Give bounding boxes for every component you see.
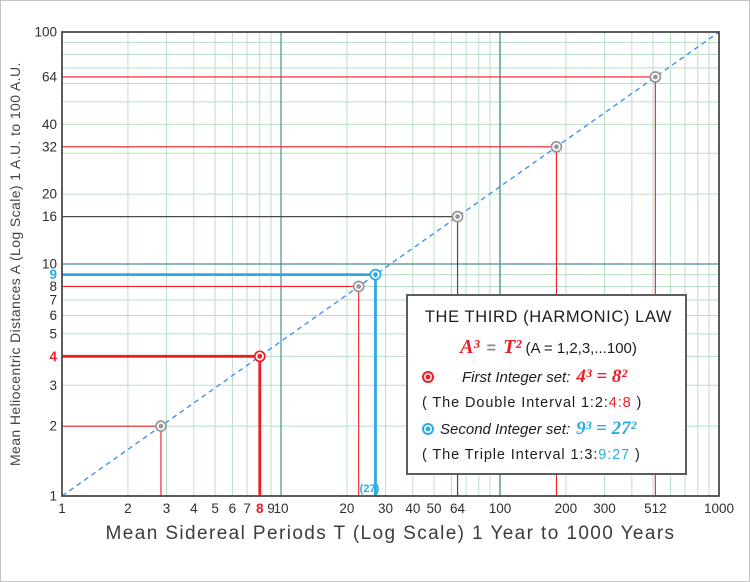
y-tick-label: 100	[34, 25, 57, 40]
x-tick-label: 5	[211, 501, 219, 516]
y-tick-label: 40	[42, 117, 57, 132]
y-tick-label: 32	[42, 139, 57, 154]
y-tick-label: 4	[49, 349, 57, 364]
data-point-A2	[155, 420, 167, 433]
first-set-label: First Integer set:	[462, 368, 571, 386]
y-tick-label: 7	[49, 292, 57, 307]
double-interval-row: ( The Double Interval 1:2:4:8 )	[422, 395, 675, 411]
x-tick-label: 3	[163, 501, 171, 516]
x-tick-label: 40	[405, 501, 420, 516]
second-set-equation: 9³ = 27²	[576, 418, 637, 439]
x-tick-label: 4	[190, 501, 198, 516]
y-tick-label: 2	[49, 419, 57, 434]
y-tick-label: 9	[49, 267, 57, 282]
double-interval-suffix: )	[631, 395, 643, 411]
plot-border	[61, 31, 720, 497]
data-point-A16	[451, 210, 464, 223]
y-tick-label: 5	[49, 326, 57, 341]
y-tick-label: 20	[42, 187, 57, 202]
x-tick-label: 30	[378, 501, 393, 516]
triple-interval-row: ( The Triple Interval 1:3:9:27 )	[422, 447, 675, 463]
y-tick-label: 6	[49, 308, 57, 323]
point-guide-lines	[62, 76, 656, 496]
x-tick-label: 1	[58, 501, 66, 516]
legend-title: THE THIRD (HARMONIC) LAW	[424, 308, 673, 326]
law-equals-sign: =	[486, 340, 496, 357]
double-interval-prefix: ( The Double Interval 1:2:	[422, 395, 609, 411]
cyan-bullseye-icon	[422, 423, 434, 435]
point-annotation: (27)	[360, 483, 380, 495]
second-set-label: Second Integer set:	[440, 420, 571, 438]
x-tick-label: 8	[256, 501, 264, 516]
law-lhs: A³	[460, 336, 480, 358]
x-tick-label: 10	[273, 501, 288, 516]
data-point-A9	[369, 268, 382, 281]
x-tick-label: 50	[427, 501, 442, 516]
triple-interval-suffix: )	[630, 447, 641, 463]
x-tick-label: 100	[489, 501, 512, 516]
first-set-equation: 4³ = 8²	[576, 366, 628, 387]
y-tick-label: 1	[49, 489, 57, 504]
x-tick-label: 1000	[704, 501, 734, 516]
x-tick-label: 9	[267, 501, 275, 516]
y-tick-label: 16	[42, 209, 57, 224]
law-domain: (A = 1,2,3,...100)	[525, 340, 637, 357]
x-tick-label: 512	[644, 501, 667, 516]
legend-box: THE THIRD (HARMONIC) LAW A³ = T² (A = 1,…	[406, 294, 687, 475]
y-tick-label: 10	[42, 257, 57, 272]
triple-interval-highlight: 9:27	[598, 447, 631, 463]
x-tick-label: 300	[593, 501, 616, 516]
double-interval-highlight: 4:8	[608, 395, 632, 411]
harmonic-law-diagonal-line	[61, 31, 720, 497]
data-point-A8	[352, 280, 365, 293]
data-point-A32	[550, 140, 563, 153]
law-rhs: T²	[503, 336, 522, 358]
law-equation-row: A³ = T² (A = 1,2,3,...100)	[422, 336, 675, 359]
x-tick-label: 6	[229, 501, 237, 516]
x-tick-label: 20	[339, 501, 354, 516]
red-bullseye-icon	[422, 371, 434, 383]
x-tick-label: 2	[124, 501, 132, 516]
y-tick-label: 64	[42, 69, 58, 84]
y-tick-label: 3	[49, 378, 57, 393]
first-integer-set-row: First Integer set: 4³ = 8²	[422, 366, 675, 388]
data-point-A4	[253, 350, 266, 363]
second-integer-set-row: Second Integer set: 9³ = 27²	[422, 418, 675, 440]
y-axis-title: Mean Heliocentric Distances A (Log Scale…	[7, 62, 23, 466]
x-tick-label: 7	[243, 501, 251, 516]
x-axis-title: Mean Sidereal Periods T (Log Scale) 1 Ye…	[105, 523, 676, 544]
x-tick-label: 200	[555, 501, 578, 516]
y-tick-label: 8	[49, 279, 57, 294]
triple-interval-prefix: ( The Triple Interval 1:3:	[422, 447, 599, 463]
data-point-A64	[649, 71, 662, 83]
data-points	[155, 71, 662, 433]
x-tick-labels: 1 2 3 4 5 6 7 8 910 20 30 40 50 64 100 200 300 512 1000	[58, 501, 734, 516]
x-tick-label: 64	[450, 501, 466, 516]
